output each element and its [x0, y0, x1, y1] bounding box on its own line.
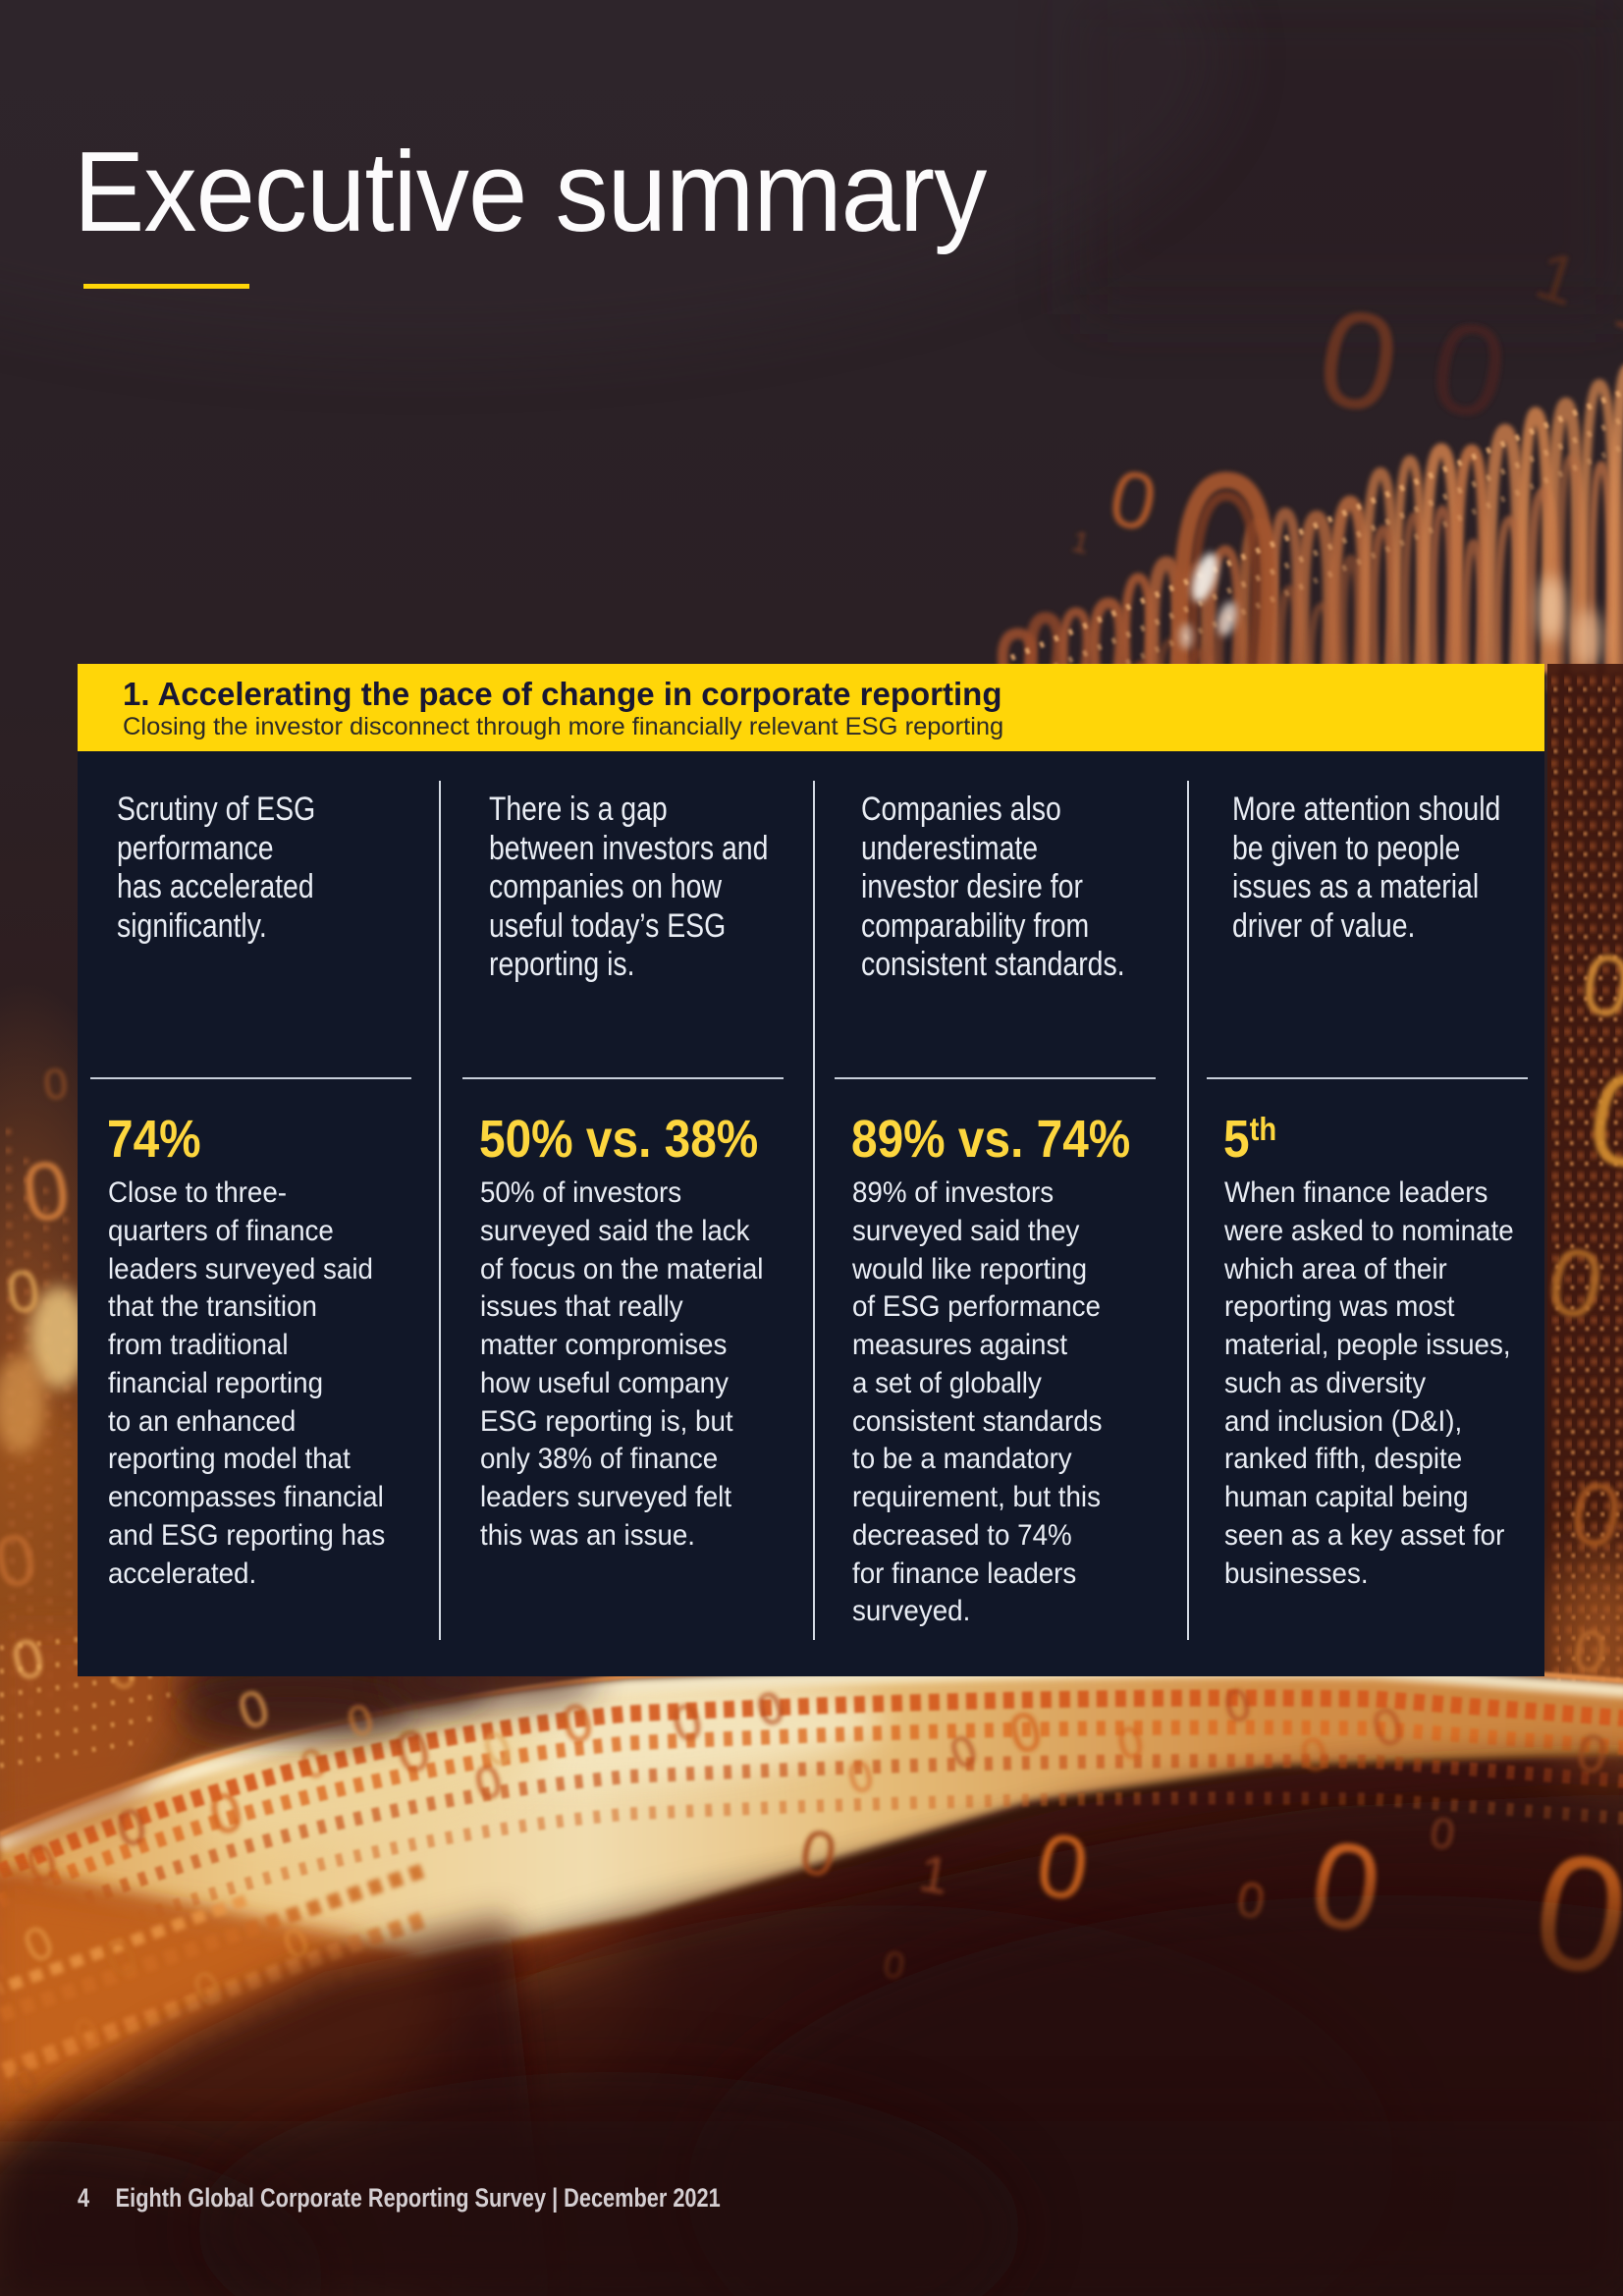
svg-text:0: 0 [41, 1060, 70, 1110]
